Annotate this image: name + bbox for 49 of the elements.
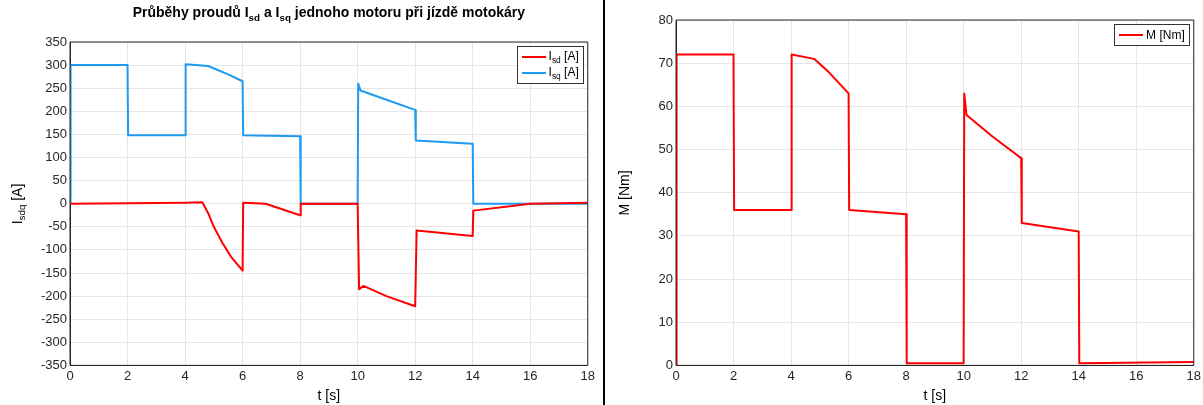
x-tick-label: 6 xyxy=(844,367,853,383)
x-axis-title: t [s] xyxy=(923,387,947,404)
y-tick-label: 150 xyxy=(45,125,67,141)
legend-label: I$_{sd}$ [A] xyxy=(548,48,579,66)
x-tick-label: 12 xyxy=(1013,367,1029,383)
y-tick-label: 70 xyxy=(658,54,673,70)
x-tick-label: 14 xyxy=(465,367,480,383)
x-tick-label: 12 xyxy=(407,367,423,383)
x-tick-label: 4 xyxy=(787,367,795,383)
chart-title: Průběhy proudů I$_{sd}$ a I$_{sq}$ jednoho motoru při jízdě motokáry xyxy=(132,4,526,23)
y-tick-label: 300 xyxy=(45,56,67,72)
y-tick-label: 30 xyxy=(658,227,673,243)
y-tick-label: -350 xyxy=(40,356,67,372)
y-tick-label: 40 xyxy=(658,184,673,200)
y-tick-label: 0 xyxy=(59,195,67,211)
y-tick-label: 350 xyxy=(45,33,67,49)
y-axis-title: M [Nm] xyxy=(616,170,632,216)
x-tick-label: 18 xyxy=(580,367,595,383)
x-axis-title: t [s] xyxy=(317,387,341,404)
y-tick-label: -50 xyxy=(48,218,67,234)
x-tick-label: 4 xyxy=(181,367,189,383)
y-tick-label: -200 xyxy=(40,287,67,303)
x-tick-label: 16 xyxy=(523,367,538,383)
y-tick-label: 100 xyxy=(45,149,67,165)
x-tick-label: 8 xyxy=(902,367,910,383)
y-tick-label: 250 xyxy=(45,79,67,95)
y-tick-label: 10 xyxy=(658,313,673,329)
y-tick-label: 50 xyxy=(658,141,673,157)
x-tick-label: 10 xyxy=(350,367,365,383)
y-tick-label: -150 xyxy=(40,264,67,280)
y-tick-label: 60 xyxy=(658,97,673,113)
y-tick-label: 200 xyxy=(45,102,67,118)
y-tick-label: 20 xyxy=(658,270,673,286)
x-tick-label: 2 xyxy=(123,367,132,383)
y-tick-label: 50 xyxy=(52,172,67,188)
y-tick-label: 0 xyxy=(665,356,673,372)
y-tick-label: 80 xyxy=(658,11,673,27)
x-tick-label: 14 xyxy=(1071,367,1086,383)
legend-label: I$_{sq}$ [A] xyxy=(548,64,579,82)
x-tick-label: 8 xyxy=(296,367,304,383)
y-tick-label: -300 xyxy=(40,333,67,349)
x-tick-label: 18 xyxy=(1186,367,1201,383)
x-tick-label: 6 xyxy=(238,367,247,383)
y-tick-label: -100 xyxy=(40,241,67,257)
x-tick-label: 16 xyxy=(1129,367,1144,383)
x-tick-label: 2 xyxy=(729,367,738,383)
y-tick-label: -250 xyxy=(40,310,67,326)
x-tick-label: 10 xyxy=(956,367,971,383)
legend-label: M [Nm] xyxy=(1146,28,1185,42)
